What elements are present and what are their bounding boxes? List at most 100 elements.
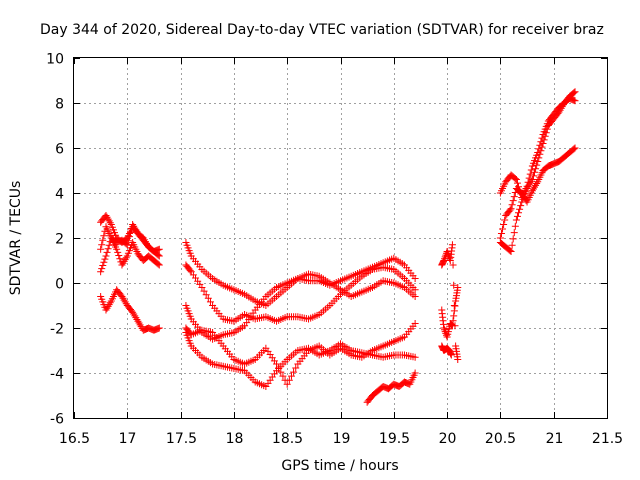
chart-title: Day 344 of 2020, Sidereal Day-to-day VTE…: [40, 22, 604, 38]
data-point: [571, 88, 579, 96]
data-point: [526, 170, 534, 178]
data-point: [449, 317, 457, 325]
data-point: [97, 268, 105, 276]
data-point: [155, 261, 163, 269]
data-point: [283, 380, 291, 388]
data-point: [411, 275, 419, 282]
data-point: [513, 212, 521, 220]
data-point: [451, 322, 459, 330]
data-point: [411, 293, 419, 300]
series-seg-j: [363, 369, 419, 406]
data-point: [510, 193, 518, 201]
data-point: [440, 257, 448, 264]
y-tick-label: 4: [55, 187, 64, 203]
data-point: [105, 301, 113, 309]
series-seg-e: [182, 239, 419, 309]
data-point: [528, 176, 536, 183]
data-point: [497, 230, 505, 237]
data-point: [106, 219, 114, 227]
data-point: [100, 258, 108, 266]
x-tick-label: 16.5: [59, 431, 90, 447]
data-point: [515, 183, 523, 191]
data-point: [186, 266, 194, 274]
data-point: [103, 248, 111, 256]
data-point: [102, 306, 110, 314]
data-point: [129, 308, 137, 316]
data-point: [508, 201, 516, 209]
data-point: [130, 310, 138, 318]
y-tick-label: 2: [55, 232, 64, 248]
data-point: [499, 225, 507, 233]
data-point: [121, 298, 129, 306]
data-point: [507, 248, 515, 255]
x-tick-label: 21: [546, 431, 564, 447]
x-tick-label: 17.5: [166, 431, 197, 447]
data-point: [513, 179, 521, 187]
series-seg-d: [97, 221, 163, 255]
series-seg-a: [97, 234, 163, 276]
y-tick-label: 6: [55, 142, 64, 158]
data-point: [131, 312, 139, 320]
data-point: [528, 187, 536, 195]
data-point: [290, 368, 298, 376]
data-point: [454, 356, 462, 363]
data-point: [155, 252, 163, 260]
data-point: [99, 236, 107, 244]
y-tick-label: 10: [46, 52, 64, 68]
data-point: [555, 108, 563, 116]
data-point: [571, 97, 579, 105]
data-point: [118, 261, 126, 269]
data-point: [130, 222, 138, 230]
data-point: [450, 281, 458, 289]
data-point: [106, 299, 114, 307]
data-point: [571, 144, 579, 152]
data-point: [509, 197, 517, 205]
data-point: [500, 221, 508, 228]
data-point: [517, 202, 525, 210]
data-point: [450, 312, 458, 320]
data-point: [134, 317, 142, 325]
data-point: [198, 284, 206, 291]
data-point: [570, 89, 578, 97]
data-point: [511, 222, 519, 230]
data-point: [97, 245, 105, 253]
data-point: [119, 259, 127, 267]
data-point: [103, 304, 111, 312]
y-tick-label: -6: [50, 412, 64, 428]
data-point: [154, 260, 162, 268]
series-seg-h: [182, 261, 419, 325]
data-point: [541, 132, 549, 140]
data-point: [100, 232, 108, 240]
data-point: [506, 247, 514, 255]
data-point: [515, 209, 523, 217]
data-point: [114, 248, 122, 256]
data-point: [531, 168, 539, 176]
data-point: [139, 234, 147, 242]
data-point: [440, 324, 448, 332]
data-point: [155, 324, 163, 332]
data-point: [411, 286, 419, 294]
data-point: [279, 372, 287, 380]
data-point: [539, 140, 547, 147]
data-point: [135, 319, 143, 327]
y-axis-ticks: -6 -4 -2 0 2 4 6 8 10: [46, 52, 607, 428]
data-point: [200, 287, 208, 295]
data-point: [537, 147, 545, 155]
data-point: [525, 181, 533, 189]
data-point: [206, 298, 214, 306]
data-point: [136, 321, 144, 329]
data-point: [277, 368, 285, 376]
data-point: [155, 245, 163, 253]
data-point: [124, 237, 132, 245]
data-point: [204, 294, 212, 302]
data-point: [534, 158, 542, 165]
data-point: [411, 353, 419, 361]
data-point: [501, 216, 509, 224]
data-point: [116, 255, 124, 263]
data-point: [275, 364, 283, 372]
data-point: [141, 238, 149, 246]
data-point: [411, 369, 419, 377]
data-point: [104, 215, 112, 223]
data-point: [510, 229, 518, 237]
